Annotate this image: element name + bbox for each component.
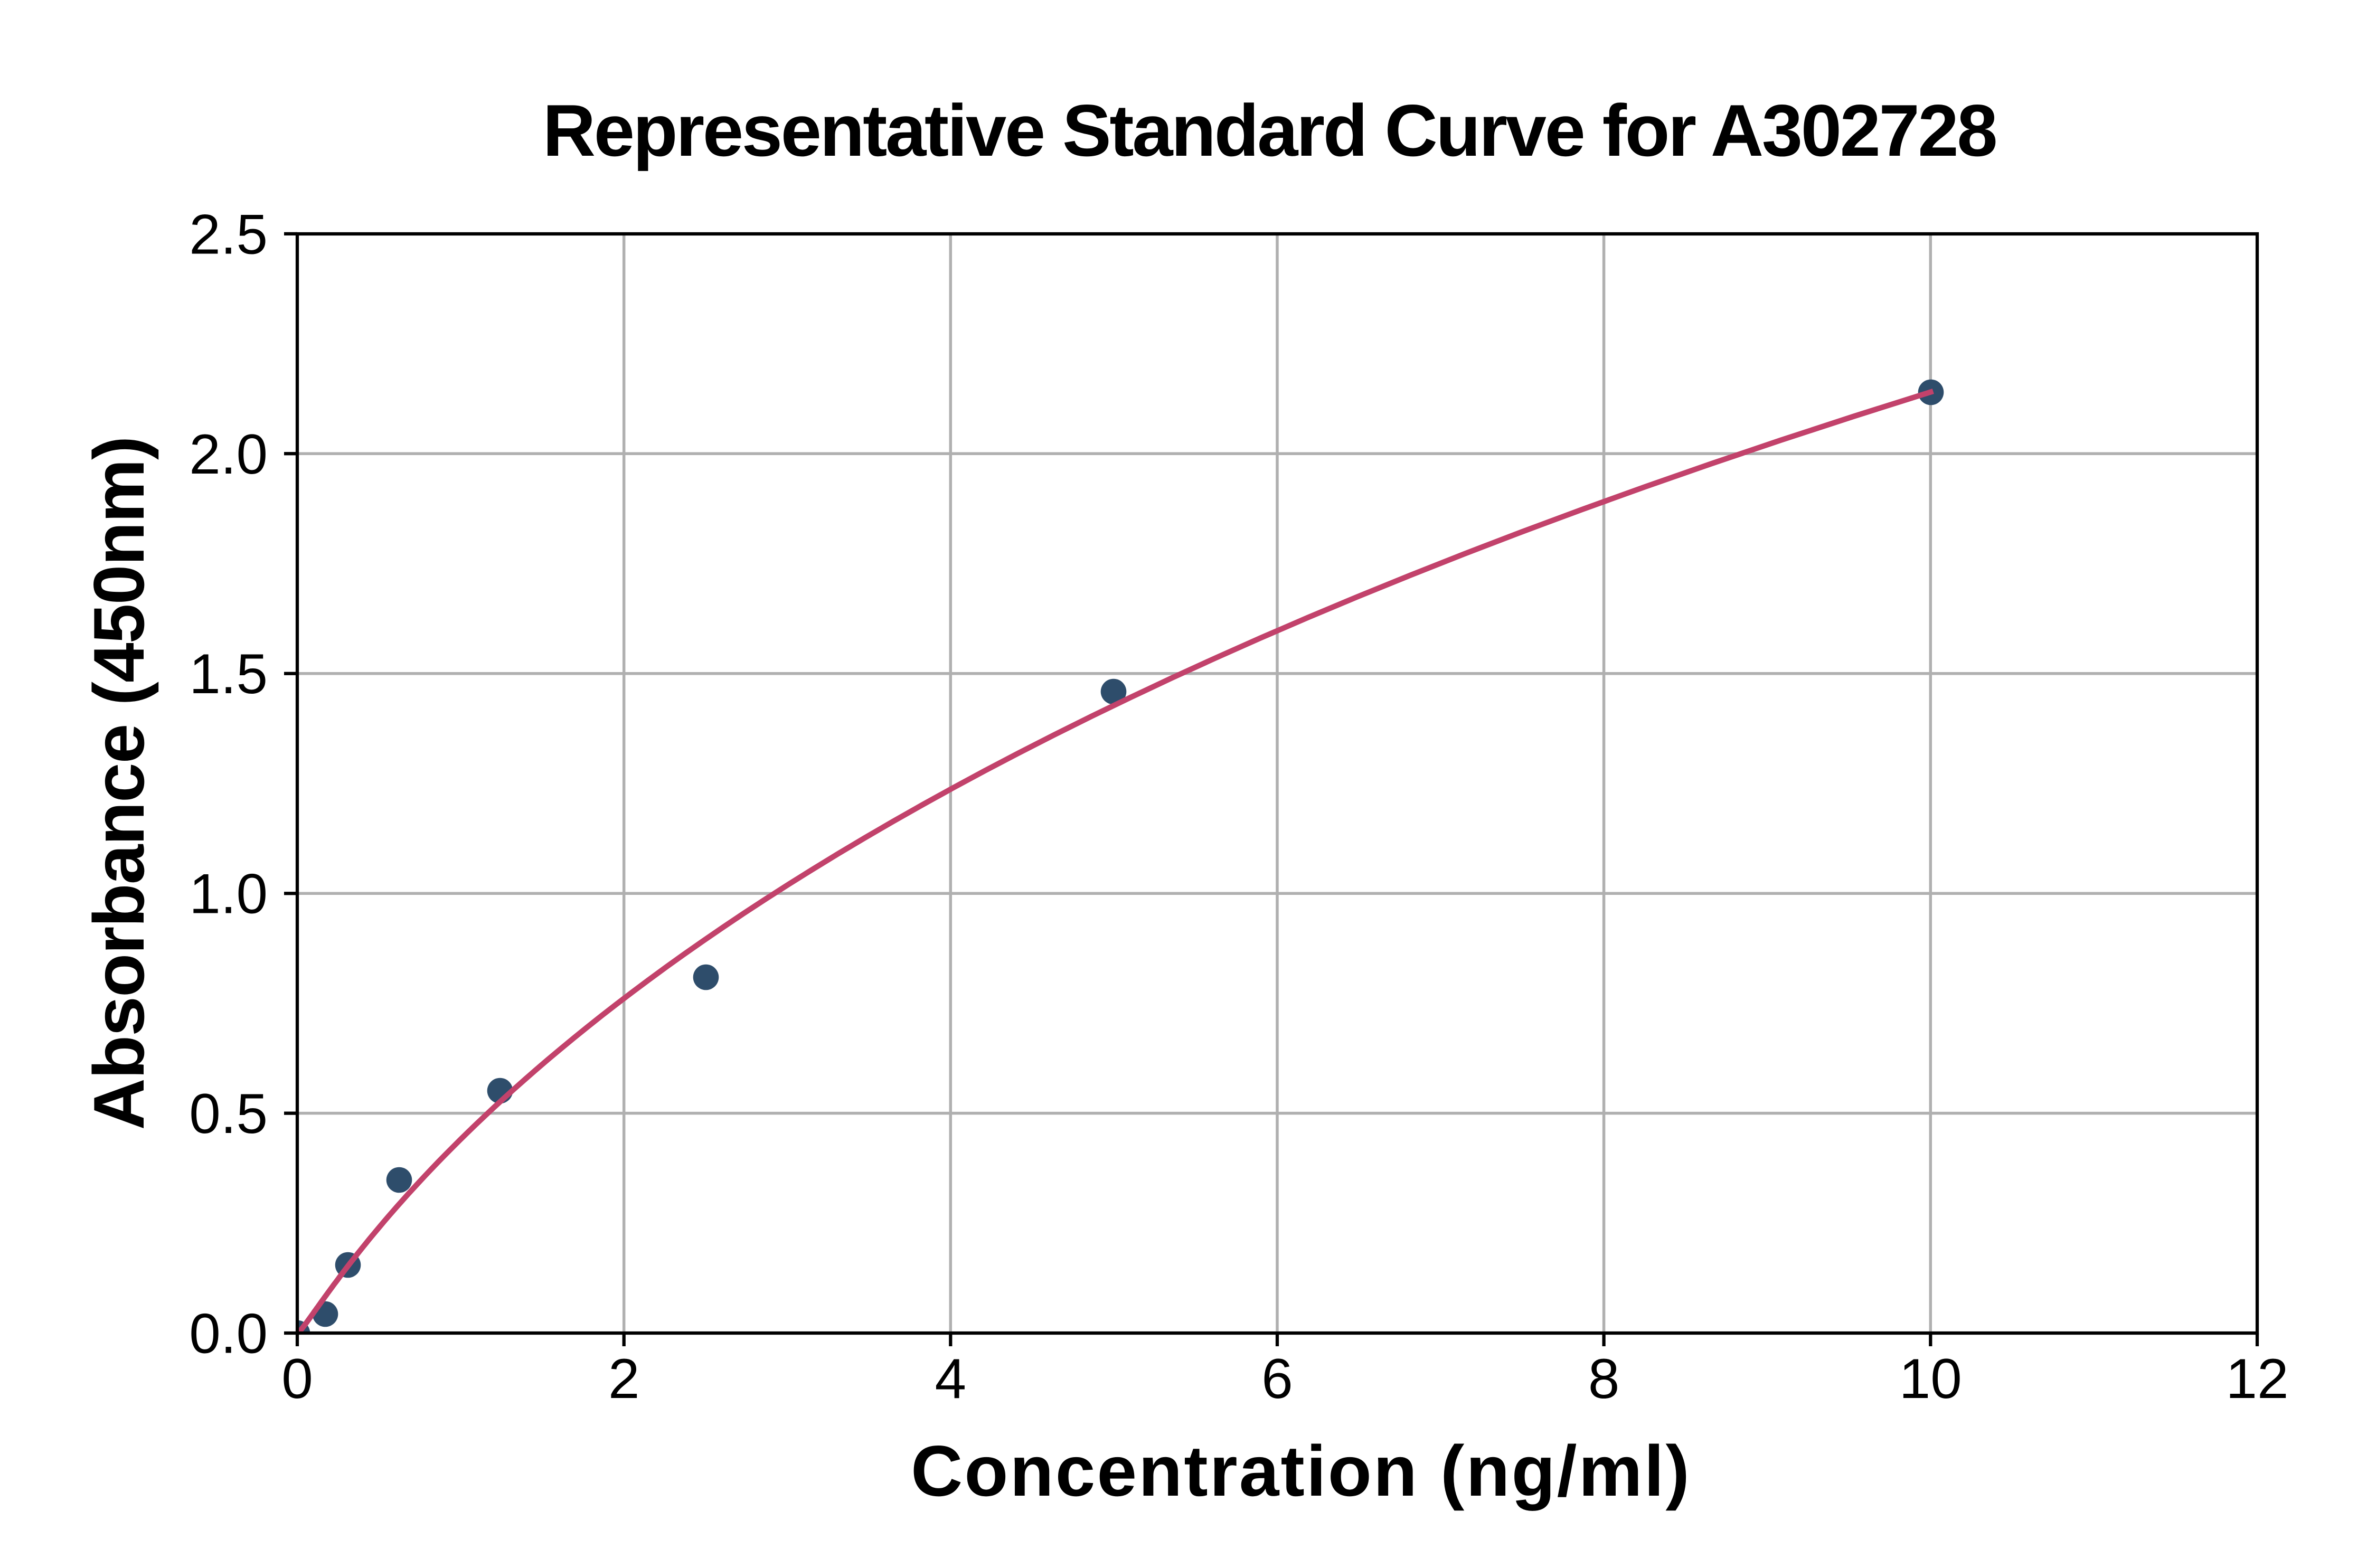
svg-text:8: 8 [1588, 1347, 1620, 1410]
svg-text:Concentration (ng/ml): Concentration (ng/ml) [911, 1431, 1691, 1511]
svg-text:1.5: 1.5 [189, 642, 268, 705]
svg-text:0: 0 [281, 1347, 313, 1410]
svg-text:2: 2 [608, 1347, 640, 1410]
svg-text:6: 6 [1261, 1347, 1293, 1410]
svg-text:2.0: 2.0 [189, 422, 268, 486]
svg-text:12: 12 [2226, 1347, 2288, 1410]
svg-text:0.5: 0.5 [189, 1082, 268, 1145]
svg-text:2.5: 2.5 [189, 202, 268, 266]
svg-text:4: 4 [935, 1347, 967, 1410]
svg-text:1.0: 1.0 [189, 862, 268, 925]
svg-text:Representative Standard Curve: Representative Standard Curve for A30272… [543, 90, 1996, 172]
svg-text:Absorbance (450nm): Absorbance (450nm) [79, 437, 159, 1130]
svg-text:0.0: 0.0 [189, 1302, 268, 1365]
svg-text:10: 10 [1899, 1347, 1962, 1410]
